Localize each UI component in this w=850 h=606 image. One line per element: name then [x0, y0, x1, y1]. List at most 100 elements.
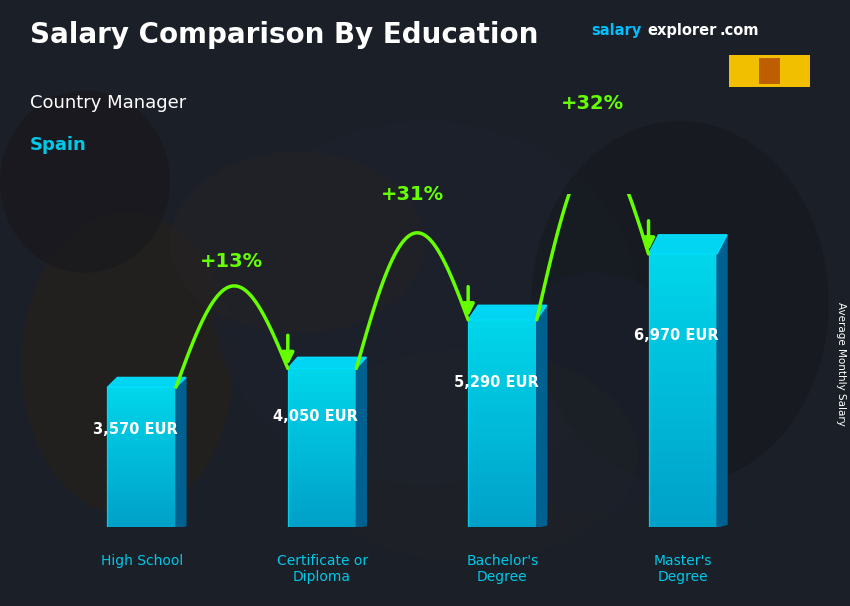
Bar	[288, 454, 356, 456]
Text: High School: High School	[100, 554, 183, 568]
Bar	[107, 389, 176, 391]
Bar	[288, 518, 356, 519]
Bar	[468, 439, 536, 442]
Bar	[468, 405, 536, 408]
Bar	[107, 391, 176, 393]
Bar	[649, 315, 717, 319]
Bar	[288, 479, 356, 482]
Bar	[649, 285, 717, 288]
Bar	[288, 515, 356, 518]
Bar	[649, 268, 717, 271]
Bar	[288, 444, 356, 446]
Bar	[468, 424, 536, 426]
Text: +32%: +32%	[561, 94, 624, 113]
Bar	[288, 381, 356, 382]
Bar	[468, 475, 536, 478]
Bar	[649, 381, 717, 384]
Bar	[468, 387, 536, 390]
Bar	[468, 341, 536, 343]
Bar	[649, 507, 717, 510]
Bar	[649, 387, 717, 390]
Bar	[107, 431, 176, 433]
Bar	[649, 261, 717, 264]
Bar	[649, 329, 717, 333]
Text: .com: .com	[720, 23, 759, 38]
Bar	[107, 435, 176, 436]
Bar	[649, 264, 717, 268]
Bar	[468, 359, 536, 361]
Bar	[107, 422, 176, 424]
Bar	[649, 428, 717, 431]
Bar	[649, 496, 717, 500]
Bar	[649, 346, 717, 350]
Bar	[288, 498, 356, 499]
Bar	[649, 442, 717, 445]
Ellipse shape	[489, 273, 701, 515]
Bar	[107, 459, 176, 461]
Bar	[649, 445, 717, 448]
Bar	[107, 501, 176, 503]
Text: Bachelor's
Degree: Bachelor's Degree	[467, 554, 539, 584]
Bar	[468, 491, 536, 493]
Bar	[288, 386, 356, 388]
Bar	[107, 461, 176, 462]
Bar	[468, 428, 536, 431]
Bar	[468, 320, 536, 322]
Bar	[107, 506, 176, 508]
Polygon shape	[288, 358, 366, 368]
Bar	[288, 418, 356, 420]
Bar	[468, 333, 536, 335]
Bar	[107, 445, 176, 447]
Bar	[288, 478, 356, 479]
Bar	[649, 377, 717, 381]
Bar	[107, 407, 176, 408]
Bar	[649, 258, 717, 261]
Polygon shape	[649, 235, 727, 254]
Bar	[649, 404, 717, 408]
Bar	[468, 450, 536, 452]
Bar	[468, 488, 536, 491]
Polygon shape	[468, 305, 547, 320]
Bar	[649, 363, 717, 367]
Bar	[107, 474, 176, 476]
Bar	[649, 275, 717, 278]
Bar	[107, 405, 176, 407]
Bar	[288, 491, 356, 493]
Bar	[288, 519, 356, 521]
Bar	[107, 508, 176, 510]
Text: 6,970 EUR: 6,970 EUR	[634, 328, 719, 344]
Bar	[468, 434, 536, 436]
Bar	[288, 496, 356, 498]
Bar	[288, 484, 356, 485]
Bar	[468, 457, 536, 460]
Bar	[107, 452, 176, 454]
Text: Certificate or
Diploma: Certificate or Diploma	[276, 554, 368, 584]
Polygon shape	[356, 358, 366, 527]
Bar	[288, 456, 356, 458]
Bar	[649, 476, 717, 479]
Bar	[649, 373, 717, 377]
Bar	[288, 434, 356, 436]
Bar	[649, 448, 717, 452]
Bar	[468, 493, 536, 496]
Bar	[288, 440, 356, 442]
Bar	[468, 393, 536, 395]
Bar	[107, 468, 176, 470]
Bar	[649, 435, 717, 438]
Bar	[649, 456, 717, 459]
Bar	[107, 438, 176, 440]
Bar	[107, 427, 176, 429]
Bar	[288, 402, 356, 404]
Bar	[649, 500, 717, 504]
Bar	[288, 390, 356, 392]
Bar	[288, 458, 356, 460]
Bar	[288, 376, 356, 378]
Bar	[288, 490, 356, 491]
Bar	[468, 382, 536, 385]
Bar	[107, 457, 176, 459]
Bar	[468, 375, 536, 377]
Bar	[468, 395, 536, 398]
Bar	[107, 503, 176, 504]
Bar	[288, 452, 356, 454]
Bar	[468, 499, 536, 501]
